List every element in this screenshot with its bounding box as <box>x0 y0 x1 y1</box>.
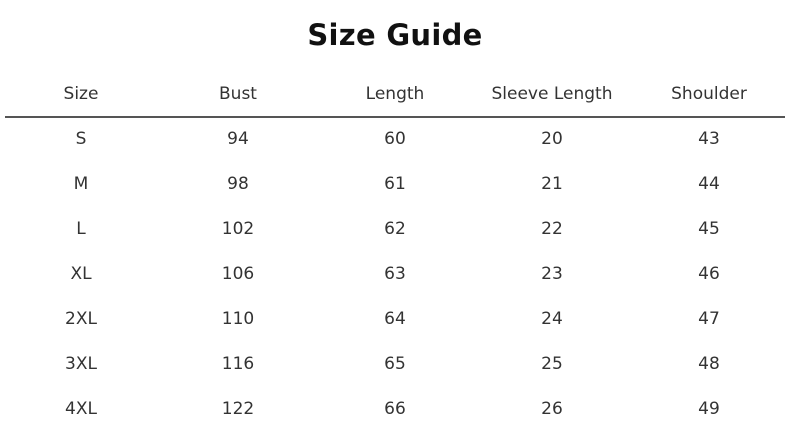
cell-shoulder: 48 <box>698 354 720 374</box>
cell-shoulder: 44 <box>698 174 720 194</box>
cell-length: 60 <box>384 129 406 149</box>
cell-bust: 98 <box>227 174 249 194</box>
table-row: XL 106 63 23 46 <box>0 259 790 289</box>
table-row: L 102 62 22 45 <box>0 214 790 244</box>
cell-length: 61 <box>384 174 406 194</box>
cell-length: 63 <box>384 264 406 284</box>
cell-shoulder: 46 <box>698 264 720 284</box>
cell-size: M <box>73 174 89 194</box>
cell-shoulder: 47 <box>698 309 720 329</box>
cell-bust: 106 <box>221 264 255 284</box>
cell-size: 4XL <box>65 399 97 419</box>
cell-size: XL <box>70 264 92 284</box>
table-row: S 94 60 20 43 <box>0 124 790 154</box>
cell-sleeve-length: 20 <box>541 129 563 149</box>
page-title: Size Guide <box>307 18 483 52</box>
cell-length: 65 <box>384 354 406 374</box>
cell-bust: 94 <box>227 129 249 149</box>
cell-sleeve-length: 26 <box>541 399 563 419</box>
table-row: 4XL 122 66 26 49 <box>0 394 790 424</box>
header-size: Size <box>63 84 99 104</box>
table-header: Size Bust Length Sleeve Length Shoulder <box>0 79 790 109</box>
cell-bust: 102 <box>221 219 255 239</box>
header-shoulder: Shoulder <box>671 84 747 104</box>
cell-size: L <box>76 219 86 239</box>
cell-bust: 110 <box>221 309 255 329</box>
table-row: 3XL 116 65 25 48 <box>0 349 790 379</box>
cell-sleeve-length: 24 <box>541 309 563 329</box>
header-bust: Bust <box>219 84 257 104</box>
cell-shoulder: 45 <box>698 219 720 239</box>
table-row: 2XL 110 64 24 47 <box>0 304 790 334</box>
cell-size: S <box>75 129 87 149</box>
cell-length: 62 <box>384 219 406 239</box>
cell-shoulder: 49 <box>698 399 720 419</box>
cell-sleeve-length: 25 <box>541 354 563 374</box>
cell-length: 64 <box>384 309 406 329</box>
header-length: Length <box>365 84 425 104</box>
table-row: M 98 61 21 44 <box>0 169 790 199</box>
cell-bust: 122 <box>221 399 255 419</box>
cell-bust: 116 <box>221 354 255 374</box>
cell-sleeve-length: 23 <box>541 264 563 284</box>
cell-sleeve-length: 22 <box>541 219 563 239</box>
cell-size: 3XL <box>65 354 97 374</box>
cell-sleeve-length: 21 <box>541 174 563 194</box>
cell-shoulder: 43 <box>698 129 720 149</box>
cell-size: 2XL <box>65 309 97 329</box>
header-sleeve-length: Sleeve Length <box>491 84 613 104</box>
cell-length: 66 <box>384 399 406 419</box>
header-divider <box>5 116 785 118</box>
